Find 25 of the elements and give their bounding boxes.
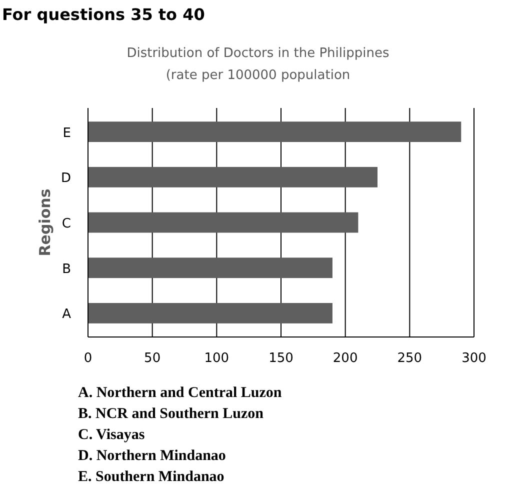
text: E. Southern Mindanao — [78, 469, 224, 485]
text: A. Northern and Central Luzon — [78, 385, 282, 401]
x-tick-label: 200 — [332, 351, 358, 366]
y-tick-label: E — [62, 126, 71, 141]
text: For questions 35 to 40 — [2, 5, 205, 24]
text: D. Northern Mindanao — [78, 448, 226, 464]
x-tick-label: 150 — [268, 351, 294, 366]
y-tick-label: B — [62, 262, 71, 277]
y-tick-label: D — [60, 171, 71, 186]
text: B. NCR and Southern Luzon — [78, 406, 264, 422]
y-tick-label: C — [62, 216, 71, 232]
bar — [88, 258, 332, 278]
x-tick-label: 0 — [84, 351, 92, 366]
bar — [88, 122, 462, 142]
x-tick-label: 300 — [462, 351, 486, 366]
y-axis-title: Regions — [36, 188, 54, 256]
text: C. Visayas — [78, 427, 145, 443]
y-tick-label: A — [62, 307, 72, 322]
x-tick-label: 50 — [144, 351, 161, 366]
chart-title: Distribution of Doctors in the Philippines (rate per 100000 population — [126, 46, 390, 83]
bar — [88, 212, 358, 233]
x-tick-label: 100 — [204, 351, 230, 366]
bar — [88, 166, 378, 188]
bar — [88, 302, 332, 324]
x-tick-label: 250 — [397, 351, 422, 366]
